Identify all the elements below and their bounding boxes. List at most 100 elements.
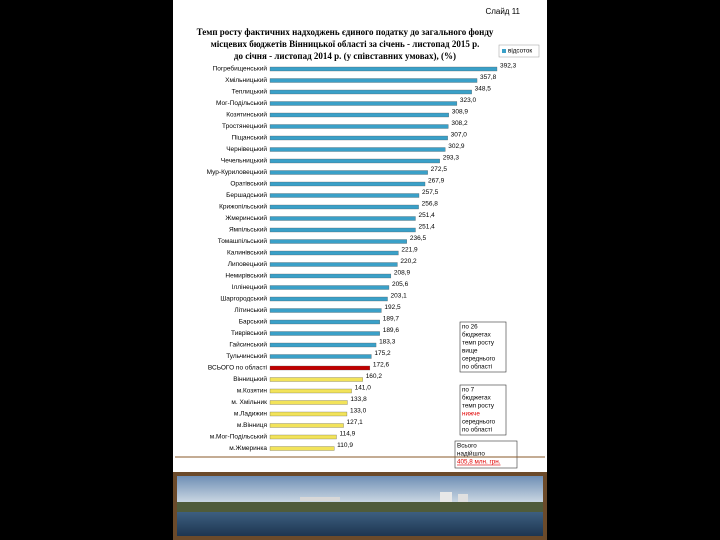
bar	[269, 331, 380, 336]
bar	[269, 239, 407, 244]
value-label: 256,8	[422, 201, 439, 208]
value-label: 189,7	[383, 316, 400, 323]
legend-swatch	[502, 49, 506, 53]
y-tick-label: Іллінецький	[232, 283, 268, 291]
value-label: 172,6	[373, 362, 390, 369]
bar	[269, 204, 419, 210]
annotation: середнього	[462, 356, 496, 363]
value-label: 205,6	[392, 281, 409, 288]
value-label: 392,3	[500, 63, 517, 70]
y-tick-label: Тиврівський	[231, 329, 267, 337]
value-label: 110,9	[337, 442, 353, 449]
slide-number: Слайд 11	[485, 7, 520, 16]
bar	[269, 147, 446, 152]
bar	[269, 308, 382, 313]
bar	[269, 216, 416, 221]
bar	[269, 262, 398, 267]
bar	[269, 354, 372, 359]
chart-title: місцевих бюджетів Вінницької області за …	[211, 39, 480, 49]
value-label: 251,4	[418, 212, 435, 219]
annotation-box	[459, 321, 507, 373]
value-label: 257,5	[422, 189, 439, 196]
bar	[269, 250, 399, 256]
value-label: 348,5	[475, 86, 492, 93]
value-label: 160,2	[366, 373, 383, 380]
y-tick-label: Козятинський	[226, 111, 267, 119]
bar	[269, 181, 426, 187]
annotation-box	[459, 384, 507, 436]
bar	[269, 411, 348, 417]
value-label: 127,1	[347, 419, 364, 426]
annotation: надійшло	[457, 450, 485, 458]
y-tick-label: Немирівський	[225, 272, 267, 280]
bar	[269, 170, 428, 175]
y-tick-label: м.Мог-Подільський	[210, 433, 268, 441]
y-tick-label: Мог-Подільський	[216, 99, 267, 107]
bar	[269, 388, 352, 394]
value-label: 236,5	[410, 235, 427, 242]
y-tick-label: Бершадський	[226, 191, 267, 199]
annotation: середнього	[462, 419, 496, 426]
y-tick-label: Чечельницький	[221, 157, 268, 165]
bar	[269, 193, 420, 198]
value-label: 189,6	[383, 327, 400, 334]
value-label: 272,5	[431, 166, 448, 173]
y-tick-label: Калинівський	[227, 249, 267, 257]
bar	[269, 66, 498, 72]
y-tick-label: Літинський	[234, 306, 267, 314]
bar	[269, 296, 388, 302]
bar	[269, 89, 472, 95]
bar	[269, 227, 416, 233]
bar	[269, 124, 449, 129]
annotation: по області	[462, 363, 492, 371]
y-tick-label: м.Козятин	[237, 388, 268, 395]
annotation: бюджетах	[462, 394, 492, 402]
value-label: 251,4	[418, 224, 435, 231]
y-tick-label: Вінницький	[233, 375, 267, 383]
bar	[269, 112, 449, 118]
bar	[269, 377, 363, 382]
bar	[269, 273, 392, 279]
y-tick-label: Шаргородський	[220, 295, 267, 303]
y-tick-label: Тростянецький	[222, 122, 267, 130]
y-tick-label: Гайсинський	[229, 341, 267, 349]
value-label: 208,9	[394, 270, 411, 277]
value-label: 307,0	[451, 132, 468, 139]
value-label: 203,1	[391, 293, 408, 300]
value-label: 267,9	[428, 178, 445, 185]
value-label: 192,5	[384, 304, 401, 311]
bar	[269, 446, 335, 451]
y-tick-label: м.Жмеринка	[229, 445, 267, 452]
y-tick-label: Жмеринський	[225, 214, 267, 222]
y-tick-label: Теплицький	[232, 88, 268, 96]
photo	[173, 472, 547, 540]
y-tick-label: Крижопільський	[219, 203, 267, 211]
chart-title: Темп росту фактичних надходжень єдиного …	[197, 27, 494, 37]
bar	[269, 400, 348, 405]
y-tick-label: Хмільницький	[225, 76, 267, 84]
bar	[269, 158, 440, 164]
annotation: нижче	[462, 411, 480, 418]
value-label: 141,0	[355, 385, 372, 392]
y-tick-label: Томашпільський	[218, 237, 268, 245]
y-tick-label: ВСЬОГО по області	[208, 364, 267, 372]
y-tick-label: Тульчинський	[226, 352, 267, 360]
annotation: темп росту	[462, 403, 495, 410]
annotation: 405,8 млн. грн.	[457, 459, 501, 466]
y-tick-label: Чернівецький	[226, 145, 267, 153]
value-label: 357,8	[480, 74, 497, 81]
y-tick-label: м.Ладижин	[234, 411, 268, 418]
y-tick-label: Погребищенський	[213, 65, 268, 73]
bar	[269, 434, 337, 440]
bar	[269, 285, 390, 290]
bar	[269, 423, 344, 428]
value-label: 133,8	[350, 396, 367, 403]
y-tick-label: Мур-Куриловецький	[207, 168, 268, 176]
value-label: 308,2	[451, 120, 468, 127]
value-label: 221,9	[401, 247, 418, 254]
value-label: 175,2	[374, 350, 391, 357]
value-label: 323,0	[460, 97, 477, 104]
value-label: 133,0	[350, 408, 367, 415]
bar	[269, 319, 380, 325]
